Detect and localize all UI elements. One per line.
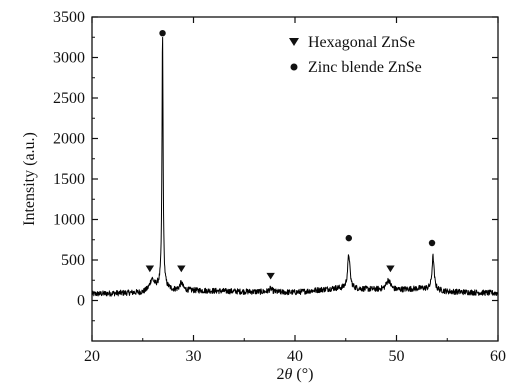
x-tick-label: 40 (287, 348, 303, 365)
x-tick-label: 20 (84, 348, 100, 365)
y-axis-title: Intensity (a.u.) (21, 132, 38, 226)
legend-circle-icon (290, 63, 298, 71)
y-tick-label: 1000 (53, 212, 85, 229)
x-axis-title-symbol: θ (285, 366, 293, 383)
hexagonal-peak-marker (386, 265, 395, 273)
hexagonal-peak-marker (145, 265, 155, 273)
y-tick-label: 0 (77, 293, 85, 310)
zinc-blende-peak-marker (428, 239, 436, 247)
x-axis-title-suffix: (°) (292, 366, 313, 383)
y-tick-label: 2000 (53, 131, 85, 148)
legend: Hexagonal ZnSe Zinc blende ZnSe (289, 34, 422, 76)
x-tick-label: 60 (490, 348, 506, 365)
y-tick-label: 1500 (53, 171, 85, 188)
y-tick-label: 2500 (53, 90, 85, 107)
hexagonal-peak-marker (177, 265, 186, 273)
legend-label-hexagonal: Hexagonal ZnSe (308, 34, 415, 51)
x-tick-label: 50 (389, 348, 405, 365)
x-tick-label: 30 (186, 348, 202, 365)
legend-down-triangle-icon (289, 38, 299, 46)
x-axis-title-prefix: 2 (277, 366, 285, 383)
axis-ticks: 20 30 40 50 60 0 500 1000 1500 2000 2500 3000 3500 (53, 9, 506, 365)
legend-label-zinc-blende: Zinc blende ZnSe (308, 59, 422, 76)
zinc-blende-peak-marker (159, 30, 166, 37)
hexagonal-peak-marker (266, 272, 275, 280)
zinc-blende-peak-marker (345, 234, 352, 242)
y-tick-label: 3500 (53, 9, 85, 26)
peak-annotations (145, 30, 436, 280)
x-axis-title: 2θ (°) (277, 366, 314, 383)
xrd-pattern-line (91, 36, 499, 297)
y-tick-label: 3000 (53, 50, 85, 67)
y-tick-label: 500 (61, 252, 85, 269)
